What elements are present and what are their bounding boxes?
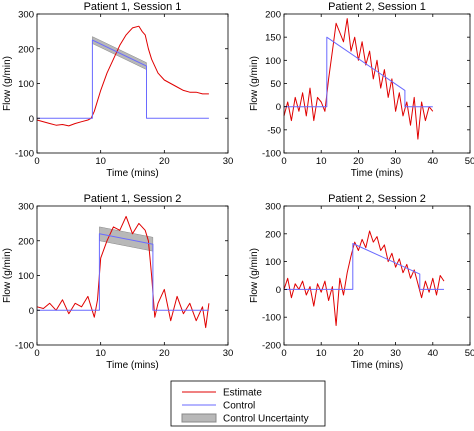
y-tick-label: 200	[18, 236, 34, 247]
x-tick-label: 30	[390, 348, 401, 359]
x-axis-label: Time (mins)	[351, 168, 403, 179]
x-axis-label: Time (mins)	[351, 360, 403, 371]
plot-area	[37, 206, 228, 345]
y-tick-label: -100	[262, 313, 281, 324]
legend-label-control: Control	[223, 401, 255, 412]
x-tick-label: 10	[316, 348, 327, 359]
x-tick-label: 20	[353, 348, 364, 359]
y-tick-label: 0	[29, 306, 34, 317]
x-tick-label: 0	[281, 348, 286, 359]
chart-title: Patient 1, Session 1	[84, 1, 182, 13]
plot-area	[37, 14, 228, 153]
control-series-line	[37, 233, 209, 311]
x-axis-label: Time (mins)	[106, 168, 158, 179]
x-tick-label: 10	[95, 156, 106, 167]
x-tick-label: 10	[316, 156, 327, 167]
chart-title: Patient 1, Session 2	[84, 193, 182, 205]
legend-swatch-uncertainty	[181, 413, 217, 423]
y-tick-label: 300	[265, 202, 281, 213]
estimate-series-line	[36, 25, 209, 127]
chart-panel-4: 0 10 20 30 40 50 -200 -100 0 100 200 300 Patient 2, …	[249, 193, 474, 371]
y-tick-label: 100	[265, 257, 281, 268]
x-tick-label: 40	[428, 348, 439, 359]
y-tick-label: -100	[15, 149, 34, 160]
control-series-line	[284, 243, 444, 290]
y-axis-label: Flow (g/min)	[2, 248, 13, 303]
x-tick-label: 10	[95, 348, 106, 359]
x-tick-label: 0	[34, 156, 39, 167]
plot-area	[284, 206, 470, 345]
y-tick-label: 200	[18, 44, 34, 55]
x-tick-label: 20	[159, 156, 170, 167]
control-series-line	[37, 39, 209, 119]
y-tick-label: 300	[18, 10, 34, 21]
chart-title: Patient 2, Session 1	[328, 1, 426, 13]
x-tick-label: 30	[223, 156, 234, 167]
x-tick-label: 20	[159, 348, 170, 359]
chart-title: Patient 2, Session 2	[328, 193, 426, 205]
y-axis-label: Flow (g/min)	[249, 56, 260, 111]
y-tick-label: -200	[262, 341, 281, 352]
estimate-series-line	[36, 215, 210, 329]
x-tick-label: 50	[465, 156, 474, 167]
y-tick-label: 100	[18, 271, 34, 282]
y-tick-label: -50	[267, 125, 281, 136]
y-tick-label: 200	[265, 10, 281, 21]
y-axis-label: Flow (g/min)	[2, 56, 13, 111]
y-tick-label: -100	[262, 149, 281, 160]
y-tick-label: 100	[18, 79, 34, 90]
y-tick-label: 300	[18, 202, 34, 213]
x-tick-label: 30	[390, 156, 401, 167]
legend-label-estimate: Estimate	[223, 388, 262, 399]
y-tick-label: 0	[276, 285, 281, 296]
control-series-line	[284, 36, 433, 108]
y-tick-label: 50	[270, 79, 281, 90]
x-axis-label: Time (mins)	[106, 360, 158, 371]
y-tick-label: 0	[29, 114, 34, 125]
y-tick-label: 100	[265, 56, 281, 67]
y-tick-label: 150	[265, 33, 281, 44]
legend: Estimate Control Control Uncertainty	[170, 380, 326, 427]
y-tick-label: -100	[15, 341, 34, 352]
chart-panel-2: 0 10 20 30 40 50 -100 -50 0 50 100 150 200 Patient 2,…	[249, 1, 474, 179]
plot-area	[284, 14, 470, 153]
estimate-series-line	[283, 18, 434, 140]
x-tick-label: 30	[223, 348, 234, 359]
y-tick-label: 0	[276, 102, 281, 113]
x-tick-label: 0	[281, 156, 286, 167]
y-tick-label: 200	[265, 229, 281, 240]
y-axis-label: Flow (g/min)	[249, 248, 260, 303]
axes-frame	[283, 205, 471, 346]
x-tick-label: 20	[353, 156, 364, 167]
legend-label-uncertainty: Control Uncertainty	[223, 414, 309, 425]
x-tick-label: 0	[34, 348, 39, 359]
x-tick-label: 50	[465, 348, 474, 359]
x-tick-label: 40	[428, 156, 439, 167]
